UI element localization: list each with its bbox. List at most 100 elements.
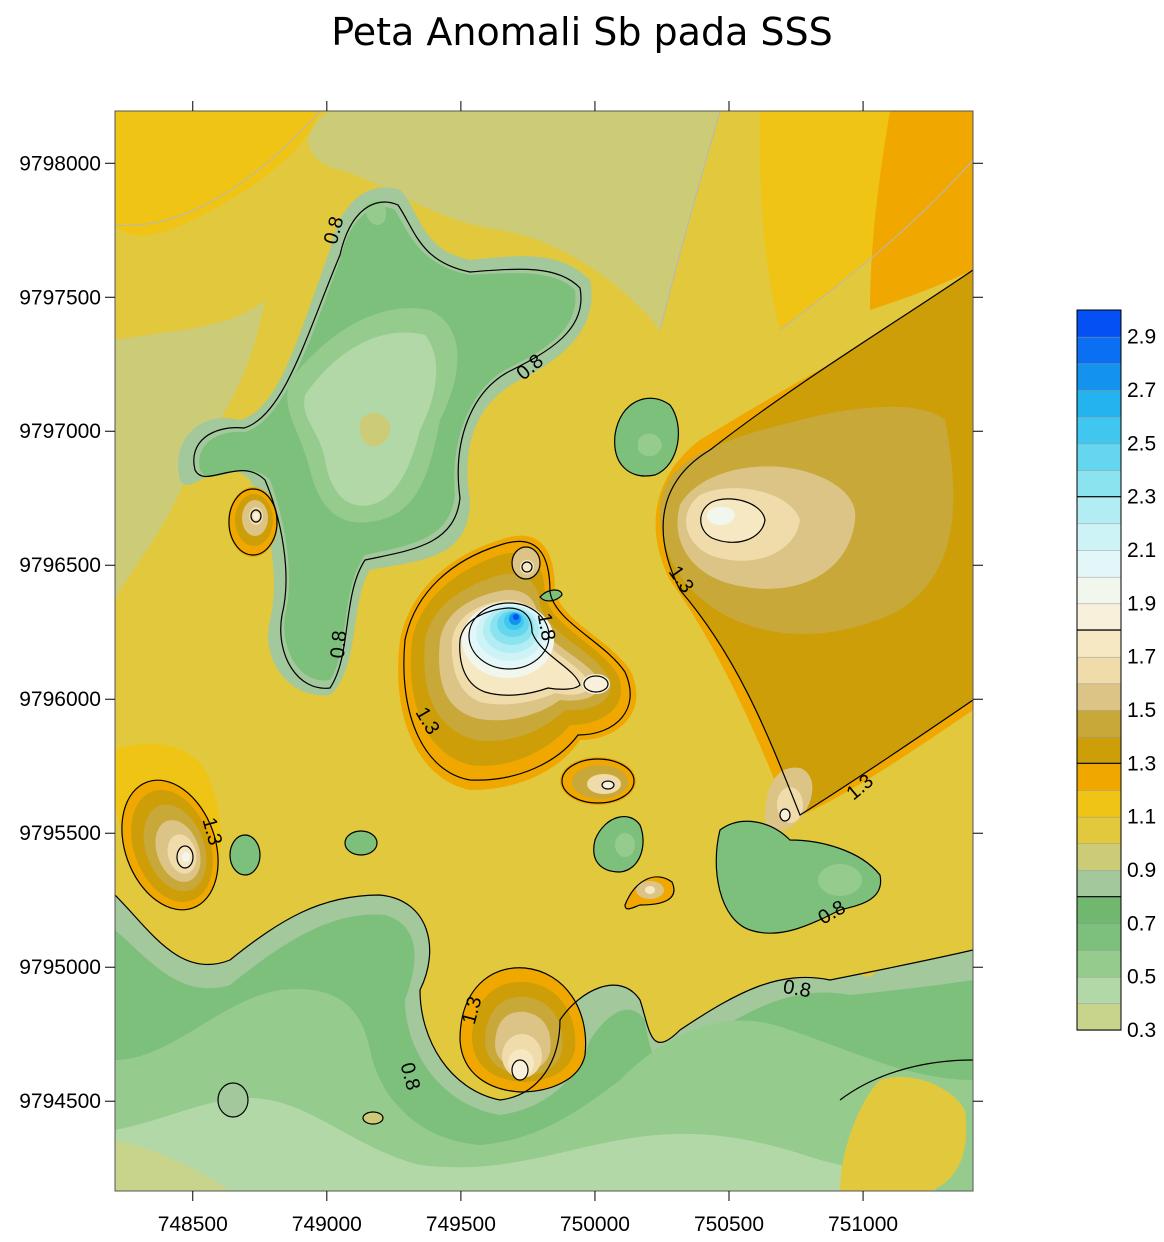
- fill-region: [780, 809, 790, 821]
- contour-line-0-8: [539, 589, 563, 602]
- colorbar-swatch: [1076, 443, 1122, 471]
- contour-line-1-8: [601, 780, 615, 790]
- colorbar-legend: 0.3 0.5 0.7 0.9 1.1 1.3 1.5 1.7 1.9 2.1 2.3 2.5 2.7 2…: [1076, 309, 1156, 1042]
- colorbar-tick-label: 1.9: [1127, 592, 1156, 615]
- fill-region: [513, 614, 519, 620]
- contour-line-2-3: [468, 602, 550, 670]
- y-tick-label: 9794500: [19, 1090, 101, 1113]
- fill-region: [601, 780, 615, 790]
- y-tick-label: 9796000: [19, 688, 101, 711]
- colorbar-swatch: [1076, 389, 1122, 418]
- contour-line-1-3: [121, 779, 219, 911]
- fill-region: [512, 1060, 528, 1080]
- contour-line-1-8: [779, 808, 791, 822]
- colorbar-tick-label: 2.1: [1127, 539, 1156, 562]
- contour-line-1-8: [459, 607, 581, 696]
- contour-line-1-3: [624, 876, 675, 910]
- fill-region: [365, 200, 386, 225]
- colorbar-swatch: [1076, 736, 1122, 765]
- colorbar-swatch: [1076, 949, 1122, 978]
- y-tick-label: 9795000: [19, 956, 101, 979]
- fill-region: [115, 111, 320, 236]
- y-tick-label: 9795500: [19, 822, 101, 845]
- fill-region: [706, 506, 735, 526]
- contour-line-1-3: [228, 488, 278, 556]
- chart-title: Peta Anomali Sb pada SSS: [331, 10, 833, 54]
- contour-line-0-8: [115, 894, 973, 1101]
- fill-region: [638, 433, 662, 457]
- contour-fill-layer: [115, 111, 973, 1191]
- contour-line-0-8: [193, 201, 582, 689]
- plot-frame: [114, 110, 974, 1192]
- contour-label: 0.8: [781, 976, 812, 1002]
- colorbar-tick-label: 0.3: [1127, 1019, 1156, 1042]
- contour-label: 0.8: [327, 630, 351, 660]
- x-tick-label: 751000: [828, 1213, 898, 1236]
- colorbar-swatch: [1076, 629, 1122, 658]
- contour-line-0-8: [839, 1059, 973, 1101]
- contour-line-1-8: [583, 675, 609, 693]
- x-tick-label: 749000: [292, 1213, 362, 1236]
- colorbar-swatch: [1076, 363, 1122, 391]
- contour-line-1-8: [250, 509, 262, 523]
- fill-region: [230, 835, 260, 875]
- colorbar-tick-label: 2.5: [1127, 432, 1156, 455]
- colorbar-swatch: [1076, 416, 1122, 445]
- fill-region: [850, 946, 880, 977]
- colorbar-swatch: [1076, 549, 1122, 578]
- fill-region: [716, 821, 881, 934]
- contour-line-0-8: [344, 830, 378, 856]
- contour-line-1-8: [700, 498, 766, 543]
- colorbar-tick-label: 0.9: [1127, 859, 1156, 882]
- colorbar-swatch: [1076, 709, 1122, 738]
- colorbar-tick-label: 1.1: [1127, 806, 1156, 829]
- contour-line-1-3: [662, 269, 973, 816]
- colorbar-swatch: [1076, 683, 1122, 711]
- colorbar-swatch: [1076, 1003, 1122, 1031]
- fill-region: [840, 1076, 967, 1191]
- y-tick-label: 9797000: [19, 420, 101, 443]
- contour-line-1-8: [521, 561, 533, 573]
- colorbar-swatch: [1076, 843, 1122, 871]
- colorbar-tick-label: 2.9: [1127, 326, 1156, 349]
- contour-line-1-3: [511, 546, 541, 580]
- fill-region: [345, 831, 377, 855]
- x-tick-label: 748500: [158, 1213, 228, 1236]
- colorbar-swatch: [1076, 309, 1122, 338]
- minor-contour-line: [659, 111, 721, 331]
- contour-label: 1.8: [533, 611, 559, 642]
- colorbar-swatch: [1076, 496, 1122, 525]
- x-axis: 748500 749000 749500 750000 750500 751000: [158, 101, 898, 1236]
- colorbar-swatch: [1076, 789, 1122, 818]
- x-tick-label: 750500: [694, 1213, 764, 1236]
- fill-region: [308, 111, 720, 330]
- colorbar-tick-label: 2.7: [1127, 379, 1156, 402]
- fill-region: [582, 674, 610, 694]
- x-tick-label: 750000: [560, 1213, 630, 1236]
- fill-region: [115, 1140, 230, 1191]
- contour-line-0-8: [715, 820, 882, 934]
- fill-region: [182, 852, 190, 862]
- contour-line-0-8: [229, 834, 261, 876]
- contour-label-layer: 0.8 0.8 0.8 0.8 0.8 0.8 1.3 1.3 1.3 1.3 …: [198, 214, 878, 1093]
- contour-line-0-8: [362, 1111, 384, 1125]
- y-tick-label: 9798000: [19, 152, 101, 175]
- fill-region: [218, 1083, 248, 1117]
- fill-region: [115, 1097, 940, 1191]
- minor-contour-layer: [115, 111, 973, 331]
- contour-line-0-8: [217, 1082, 249, 1118]
- fill-region: [253, 512, 259, 520]
- colorbar-tick-label: 1.7: [1127, 646, 1156, 669]
- contour-line-1-3: [403, 540, 631, 781]
- y-tick-label: 9796500: [19, 554, 101, 577]
- fill-region: [818, 864, 862, 896]
- colorbar-swatch: [1076, 469, 1122, 498]
- fill-region: [360, 412, 391, 447]
- fill-region: [615, 833, 635, 857]
- colorbar-swatch: [1076, 869, 1122, 898]
- colorbar-swatch: [1076, 976, 1122, 1005]
- contour-line-1-8: [511, 1059, 529, 1081]
- colorbar-swatch: [1076, 816, 1122, 845]
- major-contour-layer: [115, 201, 973, 1125]
